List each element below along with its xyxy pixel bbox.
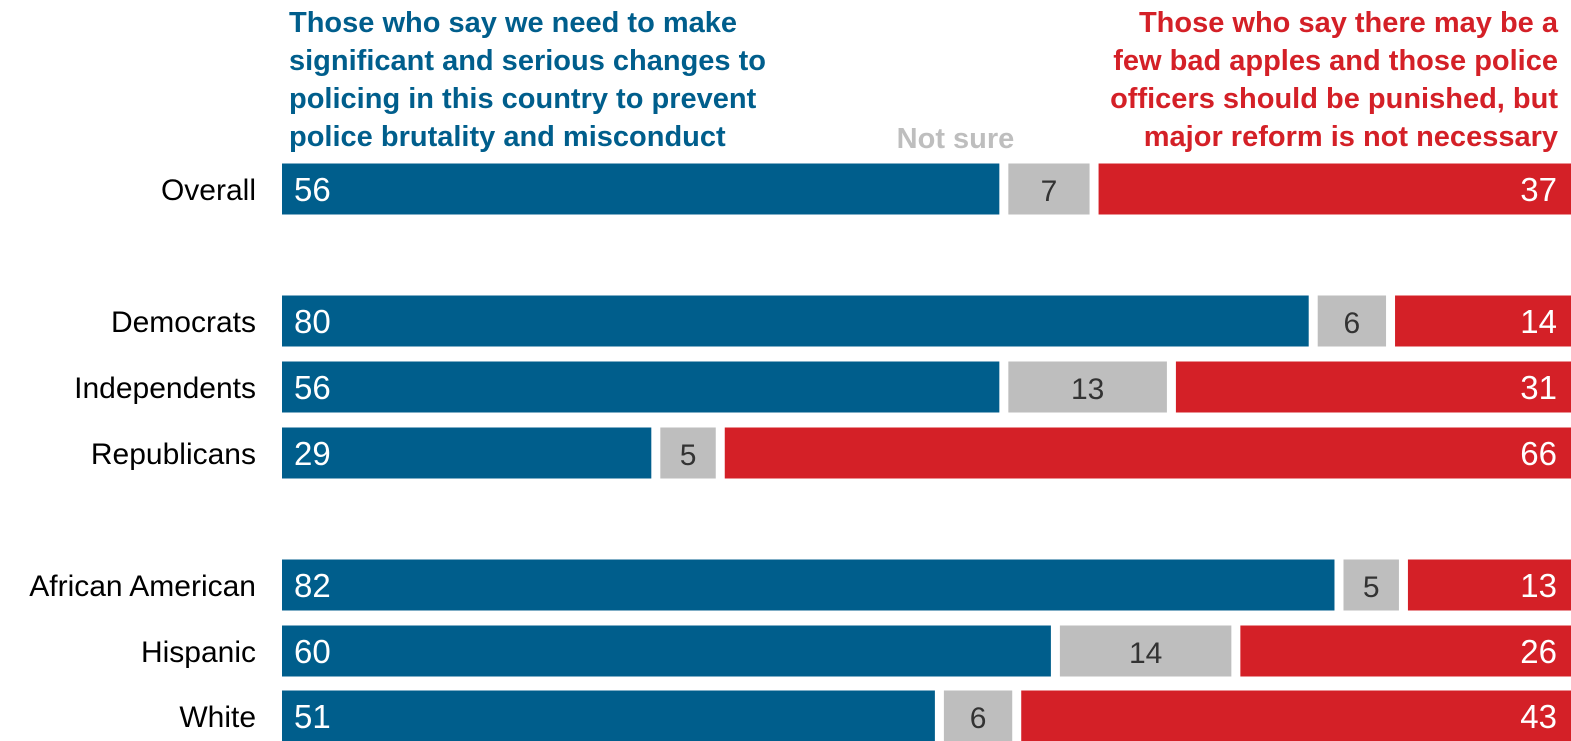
value-label-no-reform-african-american: 13	[1520, 567, 1557, 604]
bar-no-reform-african-american	[1407, 559, 1571, 611]
bar-no-reform-republicans	[724, 427, 1571, 479]
legend-not-sure: Not sure	[896, 123, 1015, 155]
bar-not-sure-independents	[1008, 361, 1167, 413]
bar-change-needed-independents	[282, 361, 1000, 413]
bar-change-needed-overall	[282, 163, 1000, 215]
bar-change-needed-white	[282, 690, 935, 741]
bar-not-sure-african-american	[1343, 559, 1399, 611]
bar-not-sure-republicans	[660, 427, 716, 479]
bar-no-reform-independents	[1175, 361, 1571, 413]
value-label-no-reform-independents: 31	[1520, 369, 1557, 406]
category-label-white: White	[179, 701, 256, 734]
legend-no-reform: Those who say there may be a few bad app…	[1110, 7, 1558, 153]
bar-change-needed-african-american	[282, 559, 1335, 611]
value-label-change-needed-white: 51	[294, 698, 331, 735]
bar-not-sure-white	[943, 690, 1013, 741]
bar-change-needed-democrats	[282, 295, 1309, 347]
value-label-not-sure-overall: 7	[1041, 175, 1058, 208]
bar-no-reform-white	[1021, 690, 1571, 741]
value-label-change-needed-republicans: 29	[294, 435, 331, 472]
value-label-not-sure-democrats: 6	[1344, 307, 1361, 340]
bar-no-reform-hispanic	[1240, 625, 1571, 677]
value-label-no-reform-white: 43	[1520, 698, 1557, 735]
value-label-change-needed-independents: 56	[294, 369, 331, 406]
bar-no-reform-overall	[1098, 163, 1571, 215]
value-label-change-needed-african-american: 82	[294, 567, 331, 604]
bar-not-sure-hispanic	[1059, 625, 1232, 677]
value-label-no-reform-republicans: 66	[1520, 435, 1557, 472]
category-label-overall: Overall	[161, 174, 256, 207]
bar-no-reform-democrats	[1395, 295, 1571, 347]
category-label-republicans: Republicans	[91, 438, 256, 471]
value-label-not-sure-african-american: 5	[1363, 571, 1380, 604]
bar-change-needed-republicans	[282, 427, 652, 479]
category-label-democrats: Democrats	[111, 306, 256, 339]
bar-not-sure-overall	[1008, 163, 1090, 215]
legend-change-needed: Those who say we need to make significan…	[289, 7, 766, 153]
value-label-no-reform-hispanic: 26	[1520, 633, 1557, 670]
value-label-change-needed-democrats: 80	[294, 303, 331, 340]
value-label-not-sure-hispanic: 14	[1129, 637, 1162, 670]
category-label-independents: Independents	[74, 372, 256, 405]
value-label-not-sure-republicans: 5	[680, 439, 697, 472]
value-label-change-needed-hispanic: 60	[294, 633, 331, 670]
value-label-no-reform-democrats: 14	[1520, 303, 1557, 340]
value-label-change-needed-overall: 56	[294, 171, 331, 208]
category-label-hispanic: Hispanic	[141, 636, 256, 669]
value-label-no-reform-overall: 37	[1520, 171, 1557, 208]
value-label-not-sure-independents: 13	[1071, 373, 1104, 406]
bar-not-sure-democrats	[1317, 295, 1387, 347]
bar-change-needed-hispanic	[282, 625, 1051, 677]
value-label-not-sure-white: 6	[970, 702, 987, 735]
category-label-african-american: African American	[29, 570, 256, 603]
